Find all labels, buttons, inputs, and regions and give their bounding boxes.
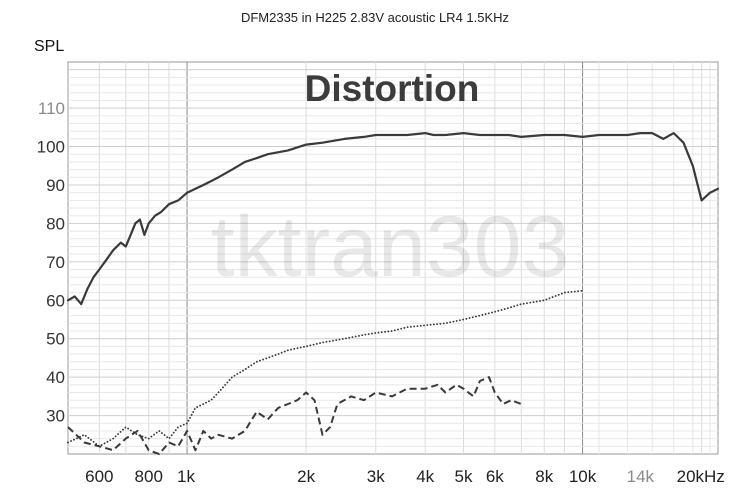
watermark-text: tktran303 (211, 199, 570, 295)
plot-frame (67, 61, 719, 455)
x-tick-label: 1k (177, 467, 195, 486)
y-tick-label: 90 (46, 176, 65, 195)
chart-title: DFM2335 in H225 2.83V acoustic LR4 1.5KH… (241, 10, 509, 25)
y-tick-label: 100 (37, 138, 65, 157)
x-tick-label: 6k (486, 467, 504, 486)
series-line-dotted (67, 289, 584, 448)
x-tick-label: 8k (535, 467, 553, 486)
y-tick-label: 30 (46, 407, 65, 426)
y-tick-label: 40 (46, 368, 65, 387)
x-tick-label: 14k (627, 467, 655, 486)
x-tick-label: 800 (135, 467, 163, 486)
x-tick-label: 20kHz (677, 467, 725, 486)
x-tick-label: 5k (455, 467, 473, 486)
y-tick-label: 70 (46, 253, 65, 272)
chart-heading: Distortion (305, 68, 480, 109)
plot-area: tktran303 Distortion (66, 61, 720, 455)
y-tick-label: 50 (46, 330, 65, 349)
x-tick-label: 3k (367, 467, 385, 486)
y-tick-label: 80 (46, 214, 65, 233)
series-line-solid (66, 132, 720, 306)
x-tick-label: 2k (297, 467, 315, 486)
grid (68, 62, 718, 454)
x-axis-ticks: 600 800 1k 2k 3k 4k 5k 6k 8k 10k 14k 20kHz (85, 467, 725, 486)
y-tick-label: 60 (46, 291, 65, 310)
series-layer (66, 132, 720, 455)
y-axis-label: SPL (34, 38, 64, 55)
y-axis-ticks: 30 40 50 60 70 80 90 100 110 (37, 99, 65, 425)
x-tick-label: 4k (416, 467, 434, 486)
x-tick-label: 600 (85, 467, 113, 486)
series-line-dashed (67, 376, 522, 455)
x-tick-label: 10k (569, 467, 597, 486)
y-tick-label: 110 (38, 99, 65, 118)
